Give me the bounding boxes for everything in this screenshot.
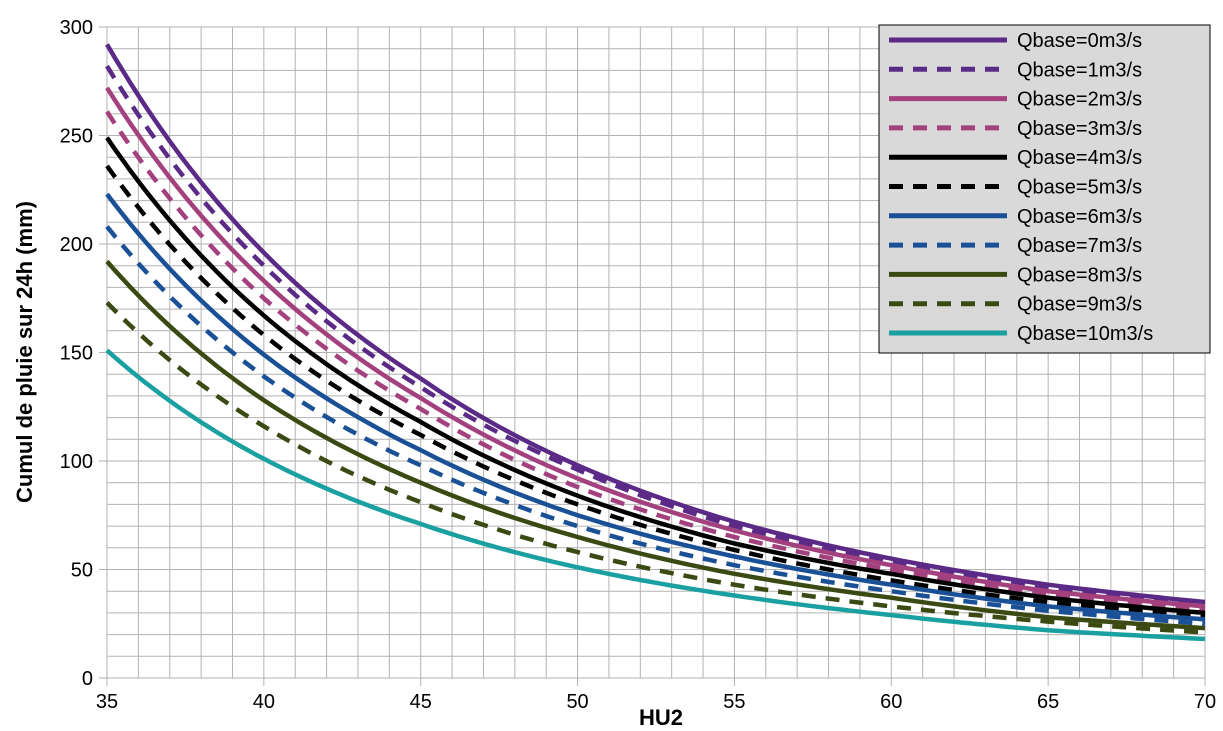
x-tick-label: 65 bbox=[1037, 691, 1059, 713]
legend-label-7: Qbase=7m3/s bbox=[1017, 235, 1142, 257]
y-axis-title: Cumul de pluie sur 24h (mm) bbox=[12, 201, 37, 503]
series-line-3 bbox=[105, 110, 1206, 611]
legend-label-10: Qbase=10m3/s bbox=[1017, 323, 1153, 345]
x-tick-label: 70 bbox=[1194, 691, 1216, 713]
y-tick-label: 250 bbox=[60, 126, 93, 148]
tick-labels: 0 50 100 150 200 250 300 35 40 45 50 55 60 65 70 bbox=[60, 17, 1217, 713]
series-lines bbox=[105, 43, 1206, 642]
x-tick-label: 45 bbox=[410, 691, 432, 713]
x-tick-label: 60 bbox=[880, 691, 902, 713]
legend: Qbase=0m3/s Qbase=1m3/s Qbase=2m3/s Qbase=3… bbox=[878, 24, 1211, 354]
legend-label-2: Qbase=2m3/s bbox=[1017, 89, 1142, 111]
legend-box bbox=[878, 24, 1211, 354]
y-tick-label: 300 bbox=[60, 17, 93, 39]
legend-label-9: Qbase=9m3/s bbox=[1017, 294, 1142, 316]
legend-label-1: Qbase=1m3/s bbox=[1017, 59, 1142, 81]
y-tick-label: 0 bbox=[82, 668, 93, 690]
series-line-7 bbox=[105, 225, 1206, 627]
x-axis-title: HU2 bbox=[639, 705, 683, 730]
y-tick-label: 200 bbox=[60, 234, 93, 256]
legend-label-4: Qbase=4m3/s bbox=[1017, 147, 1142, 169]
x-tick-label: 35 bbox=[96, 691, 118, 713]
legend-label-0: Qbase=0m3/s bbox=[1017, 30, 1142, 52]
legend-label-3: Qbase=3m3/s bbox=[1017, 118, 1142, 140]
x-tick-label: 40 bbox=[253, 691, 275, 713]
series-line-6 bbox=[105, 192, 1206, 622]
series-line-10 bbox=[105, 348, 1206, 642]
y-tick-label: 150 bbox=[60, 343, 93, 365]
series-line-9 bbox=[105, 301, 1206, 635]
y-tick-label: 100 bbox=[60, 451, 93, 473]
legend-label-8: Qbase=8m3/s bbox=[1017, 264, 1142, 286]
y-tick-label: 50 bbox=[71, 560, 93, 582]
x-tick-label: 50 bbox=[566, 691, 588, 713]
series-line-8 bbox=[105, 259, 1206, 631]
series-line-5 bbox=[105, 164, 1206, 618]
series-line-4 bbox=[105, 136, 1206, 616]
series-line-1 bbox=[105, 64, 1206, 607]
series-line-2 bbox=[105, 86, 1206, 609]
legend-label-6: Qbase=6m3/s bbox=[1017, 206, 1142, 228]
legend-label-5: Qbase=5m3/s bbox=[1017, 177, 1142, 199]
x-tick-label: 55 bbox=[723, 691, 745, 713]
